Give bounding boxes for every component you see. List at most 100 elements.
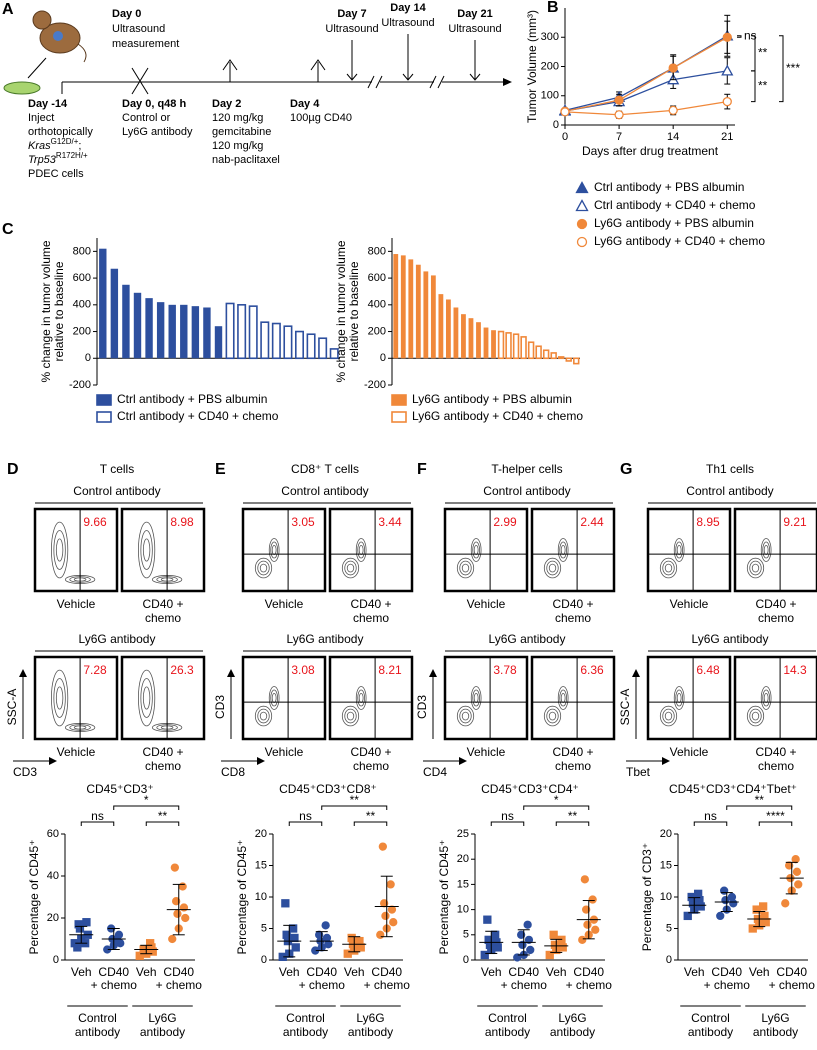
group-label: antibody — [550, 1025, 595, 1039]
panel-label: E — [215, 461, 226, 478]
timeline-arrowhead — [503, 78, 512, 86]
chart-title: CD45⁺CD3⁺CD8⁺ — [279, 782, 377, 796]
y-arrow-head — [632, 669, 640, 677]
legend-label: Ly6G antibody + PBS albumin — [594, 216, 754, 230]
event-text: Ultrasound — [325, 23, 378, 35]
contour — [470, 686, 482, 710]
chart-title: CD45⁺CD3⁺CD4⁺Tbet⁺ — [669, 782, 797, 796]
sig-bracket — [693, 821, 728, 826]
point — [583, 920, 592, 929]
bar — [248, 305, 258, 360]
condition-label: chemo — [555, 611, 591, 625]
group-label: Ly6G antibody — [692, 632, 769, 646]
condition-label: CD40 + — [755, 597, 796, 611]
axis-break — [429, 75, 437, 89]
event-day: Day 14 — [390, 2, 426, 14]
group-label: Ly6G antibody — [287, 632, 364, 646]
contour — [142, 538, 151, 562]
sig-label: ** — [755, 793, 765, 807]
sig-label: *** — [786, 61, 800, 75]
point — [168, 934, 177, 944]
x-tick-label: Veh — [344, 965, 365, 979]
contour — [355, 538, 367, 562]
group-label: Control antibody — [483, 484, 570, 498]
y-tick-label: 0 — [85, 352, 91, 364]
point — [282, 930, 291, 939]
x-axis-label: CD4 — [423, 765, 447, 779]
group-label: Ly6G — [356, 1011, 384, 1025]
condition-label: CD40 + — [350, 597, 391, 611]
contour — [53, 530, 66, 570]
y-axis-label: SSC-A — [618, 689, 632, 726]
point — [716, 911, 725, 921]
event-day: Day 7 — [337, 8, 366, 20]
group-label: Ly6G antibody — [79, 632, 156, 646]
bar — [520, 336, 527, 360]
point — [290, 933, 299, 943]
condition-label: chemo — [353, 759, 389, 773]
point — [171, 897, 181, 906]
contour — [140, 678, 153, 718]
condition-label: CD40 + — [755, 745, 796, 759]
flow-plot — [33, 507, 119, 593]
contour — [55, 686, 64, 710]
sig-label: ** — [568, 809, 578, 823]
group-label: Ly6G antibody — [489, 632, 566, 646]
sig-label: ** — [158, 809, 168, 823]
legend-swatch — [391, 411, 407, 423]
group-label: antibody — [485, 1025, 530, 1039]
condition-label: Vehicle — [57, 745, 96, 759]
point — [170, 863, 180, 872]
bar — [329, 348, 339, 360]
panel-label: C — [2, 221, 14, 238]
point — [73, 943, 82, 952]
point — [759, 902, 768, 911]
y-axis-label: Percentage of CD45⁺ — [27, 839, 41, 954]
bar — [318, 337, 328, 360]
chart-title: CD45⁺CD3⁺ — [86, 782, 153, 796]
legend-label: Ly6G antibody + CD40 + chemo — [594, 234, 765, 248]
event-text: Ultrasound — [112, 23, 165, 35]
allele: R172H/+ — [56, 151, 88, 160]
point — [781, 899, 790, 908]
legend-swatch — [96, 394, 112, 406]
bar — [542, 349, 550, 360]
sig-bracket — [779, 35, 784, 103]
bar — [505, 332, 512, 360]
bar — [133, 292, 142, 359]
point — [82, 918, 91, 927]
x-tick-label: CD40 — [508, 965, 539, 979]
condition-label: CD40 + — [552, 745, 593, 759]
y-tick-label: 200 — [73, 325, 91, 337]
legend-marker — [575, 199, 589, 212]
point — [484, 935, 493, 944]
sig-bracket — [288, 821, 323, 826]
gate-percentage: 2.99 — [493, 515, 517, 529]
contour — [548, 711, 557, 721]
contour — [456, 557, 475, 579]
y-arrow-head — [19, 669, 27, 677]
y-tick-label: 400 — [368, 299, 386, 311]
point — [74, 920, 83, 929]
contour — [259, 563, 268, 573]
point — [545, 950, 554, 960]
group-label: antibody — [348, 1025, 393, 1039]
point — [490, 930, 500, 939]
y-axis-label: % change in tumor volume — [39, 240, 53, 382]
x-axis-label: Days after drug treatment — [582, 144, 719, 158]
y-tick-label: 200 — [541, 60, 559, 72]
contour — [749, 560, 762, 576]
point — [580, 875, 589, 884]
gate-percentage: 6.36 — [580, 663, 604, 677]
contour — [461, 563, 470, 573]
bar — [565, 357, 572, 362]
y-tick-label: 15 — [660, 859, 672, 871]
y-tick-label: 0 — [666, 954, 672, 966]
contour — [546, 708, 559, 724]
x-tick-label: CD40 — [711, 965, 742, 979]
gate-percentage: 6.48 — [696, 663, 720, 677]
contour — [344, 560, 357, 576]
contour — [664, 563, 673, 573]
point — [483, 915, 492, 924]
culture-dish — [3, 81, 41, 95]
